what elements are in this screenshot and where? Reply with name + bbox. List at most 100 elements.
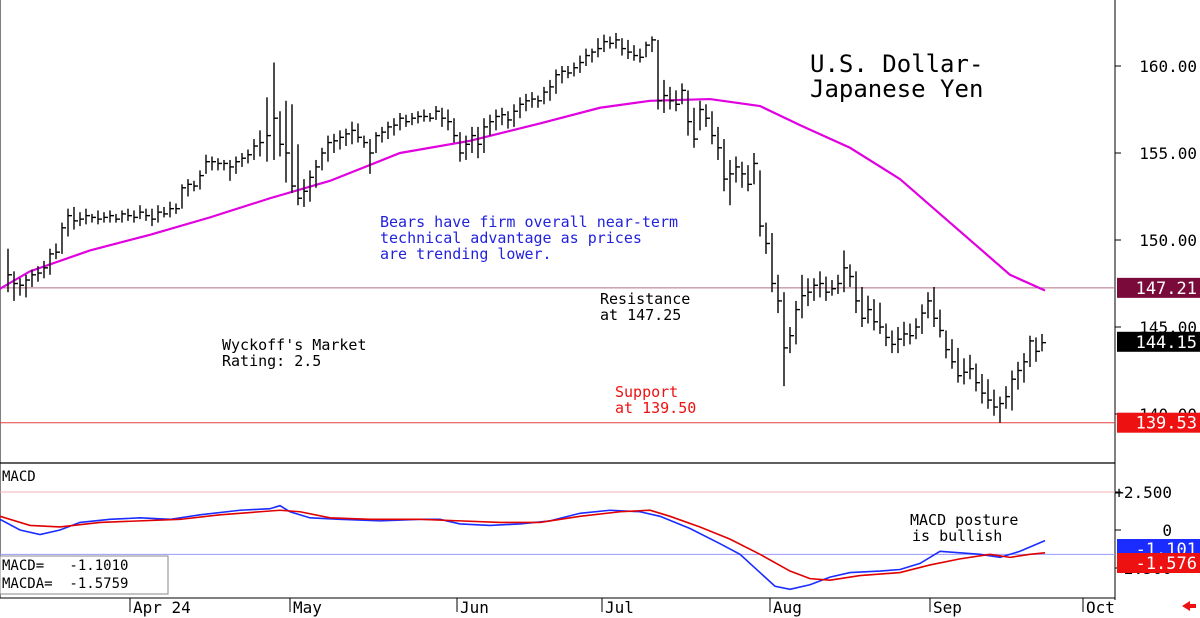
price-bar [381, 126, 386, 143]
price-bar [115, 213, 120, 223]
price-bar [205, 154, 210, 174]
price-bar [591, 48, 596, 63]
price-bar [217, 158, 222, 171]
price-bar [259, 130, 264, 157]
price-bar [855, 271, 860, 314]
price-bar [897, 327, 902, 354]
price-bar [825, 276, 830, 301]
price-bar [873, 299, 878, 331]
price-bar [121, 210, 126, 223]
price-bar [927, 292, 932, 319]
left-arrow-icon[interactable] [1182, 601, 1196, 611]
price-bar [795, 300, 800, 345]
price-bar [987, 379, 992, 409]
price-tick-label: 160.00 [1139, 57, 1197, 76]
price-bar [489, 114, 494, 136]
price-bar [555, 69, 560, 94]
price-bar [369, 139, 374, 174]
macd-tick-label: 0 [1162, 521, 1172, 540]
price-bar [585, 48, 590, 66]
level-label-bg [1117, 412, 1200, 433]
price-bar [31, 269, 36, 287]
price-bar [97, 210, 102, 225]
price-bar [981, 373, 986, 404]
price-bar [1023, 353, 1028, 383]
price-bar [723, 139, 728, 192]
price-bar [279, 111, 284, 157]
price-bar [609, 36, 614, 49]
price-bar [315, 159, 320, 188]
x-tick-label: Sep [933, 598, 962, 617]
price-bar [561, 66, 566, 84]
price-bar [663, 79, 668, 113]
price-bar [169, 201, 174, 218]
price-bar [441, 107, 446, 127]
price-bar [843, 250, 848, 293]
price-bar [103, 212, 108, 223]
price-bar [579, 55, 584, 73]
price-bar [151, 208, 156, 227]
price-bar [879, 302, 884, 334]
price-bar [627, 39, 632, 60]
price-bar [657, 39, 662, 110]
price-bar [645, 41, 650, 58]
x-tick-label: Aug [773, 598, 802, 617]
price-bar [789, 327, 794, 354]
price-bar [399, 112, 404, 131]
price-bar [537, 95, 542, 108]
price-bar [861, 286, 866, 327]
price-bar [333, 133, 338, 153]
price-bar [37, 266, 42, 282]
price-bar [915, 318, 920, 340]
level-label: 139.53 [1136, 414, 1197, 434]
price-bar [25, 274, 30, 298]
x-tick-label: Jul [605, 598, 634, 617]
price-bar [963, 358, 968, 385]
price-bar [747, 165, 752, 192]
price-bar [531, 92, 536, 108]
price-bar [429, 112, 434, 122]
price-bar [157, 205, 162, 223]
price-bar [885, 323, 890, 347]
price-bar [993, 389, 998, 416]
price-bar [765, 222, 770, 254]
price-bar [459, 132, 464, 162]
price-bar [465, 135, 470, 160]
price-bar [909, 323, 914, 345]
price-bar [549, 79, 554, 101]
price-bar [91, 213, 96, 223]
price-bar [975, 363, 980, 392]
price-bar [831, 280, 836, 296]
price-bar [447, 109, 452, 131]
price-bar [807, 278, 812, 307]
price-bar [621, 38, 626, 56]
market-rating-annotation: Wyckoff's Market Rating: 2.5 [222, 336, 367, 370]
price-bar [471, 126, 476, 153]
macd-posture-annotation: MACD posture is bullish [910, 511, 1018, 545]
price-bar [235, 156, 240, 174]
price-bar [223, 159, 228, 171]
price-bar [127, 208, 132, 221]
price-bar [837, 274, 842, 294]
price-bar [615, 32, 620, 49]
price-bar [651, 36, 656, 53]
price-bar [253, 139, 258, 160]
price-bar [393, 118, 398, 136]
price-bar [1017, 361, 1022, 390]
price-bar [777, 274, 782, 314]
macd-readout-box [0, 555, 169, 595]
price-bar [291, 104, 296, 194]
price-bar [705, 104, 710, 127]
price-bar [339, 130, 344, 150]
price-bar [435, 106, 440, 120]
price-bar [375, 132, 380, 153]
price-bar [145, 208, 150, 221]
price-tick-label: 150.00 [1139, 231, 1197, 250]
x-tick-label: Jun [460, 598, 489, 617]
last-price-label-bg [1117, 331, 1200, 352]
price-bar [957, 347, 962, 383]
chart-title-line-1: U.S. Dollar- [810, 50, 983, 78]
price-bar [813, 278, 818, 301]
